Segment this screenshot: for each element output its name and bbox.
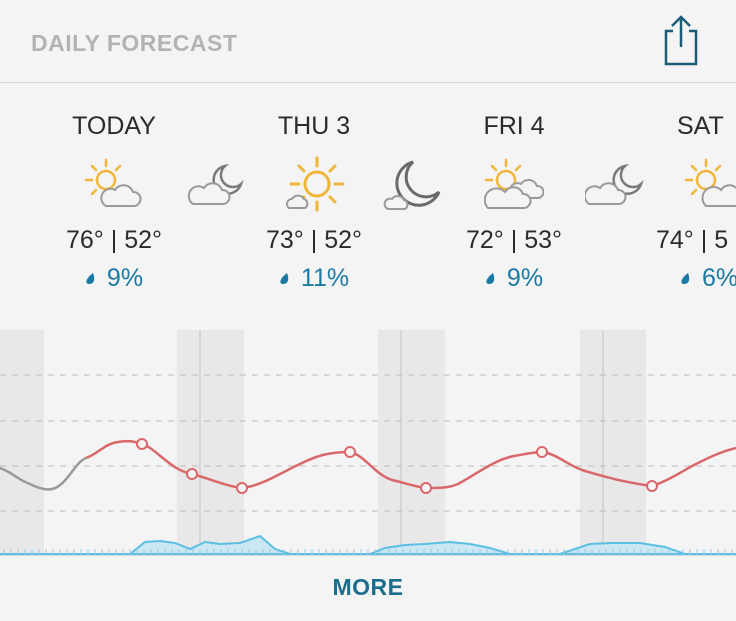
- gridlines: [0, 374, 736, 512]
- day-precip: 9%: [424, 264, 604, 293]
- raindrop-icon: [280, 273, 289, 285]
- partly-sunny-icon: [484, 158, 544, 209]
- day-column-fri-4[interactable]: FRI 4 72° | 53° 9%: [424, 112, 604, 302]
- day-temps: 76° | 52°: [66, 226, 162, 254]
- day-label: FRI 4: [483, 112, 545, 140]
- day-label: THU 3: [277, 112, 351, 140]
- hourly-forecast-chart: [0, 330, 736, 555]
- precip-area: [0, 534, 736, 555]
- night-band: [0, 330, 44, 555]
- day-column-sat[interactable]: SAT 74° | 5 6%: [624, 112, 736, 302]
- day-column-today[interactable]: TODAY 76° | 52° 9%: [24, 112, 204, 302]
- page-title: DAILY FORECAST: [31, 30, 238, 56]
- low-marker: [420, 482, 432, 494]
- hour-ticks: [3, 549, 733, 555]
- partly-sunny-icon: [84, 158, 142, 207]
- partly-cloudy-night-icon: [585, 164, 644, 205]
- header: DAILY FORECAST: [0, 0, 736, 83]
- day-temps: 72° | 53°: [466, 226, 562, 254]
- day-precip: 11%: [224, 264, 404, 293]
- low-marker: [236, 482, 248, 494]
- raindrop-icon: [86, 273, 95, 285]
- high-marker: [344, 446, 356, 458]
- night-band: [378, 330, 445, 555]
- low-marker: [646, 480, 658, 492]
- night-band: [580, 330, 646, 555]
- partly-sunny-icon: [684, 158, 736, 207]
- day-column-thu-3[interactable]: THU 3 73° | 52° 11%: [224, 112, 404, 302]
- day-precip: 6%: [680, 264, 736, 293]
- sunny-icon: [286, 156, 345, 212]
- raindrop-icon: [486, 273, 495, 285]
- temperature-markers: [136, 438, 658, 494]
- day-temps: 74° | 5: [656, 226, 729, 254]
- past-temperature-line: [0, 456, 87, 491]
- high-marker: [536, 446, 548, 458]
- temperature-line: [85, 439, 736, 490]
- clear-night-icon: [383, 160, 441, 210]
- night-band: [177, 330, 244, 555]
- night-bands: [0, 330, 646, 555]
- day-label: SAT: [677, 112, 724, 140]
- share-icon[interactable]: [662, 14, 700, 66]
- high-marker: [136, 438, 148, 450]
- footer: MORE: [0, 555, 736, 621]
- more-button[interactable]: MORE: [332, 574, 404, 600]
- marker: [186, 468, 198, 480]
- day-dividers: [199, 330, 604, 555]
- partly-cloudy-night-icon: [187, 164, 244, 205]
- raindrop-icon: [681, 273, 690, 285]
- day-label: TODAY: [72, 112, 156, 140]
- day-precip: 9%: [24, 264, 204, 293]
- day-temps: 73° | 52°: [266, 226, 362, 254]
